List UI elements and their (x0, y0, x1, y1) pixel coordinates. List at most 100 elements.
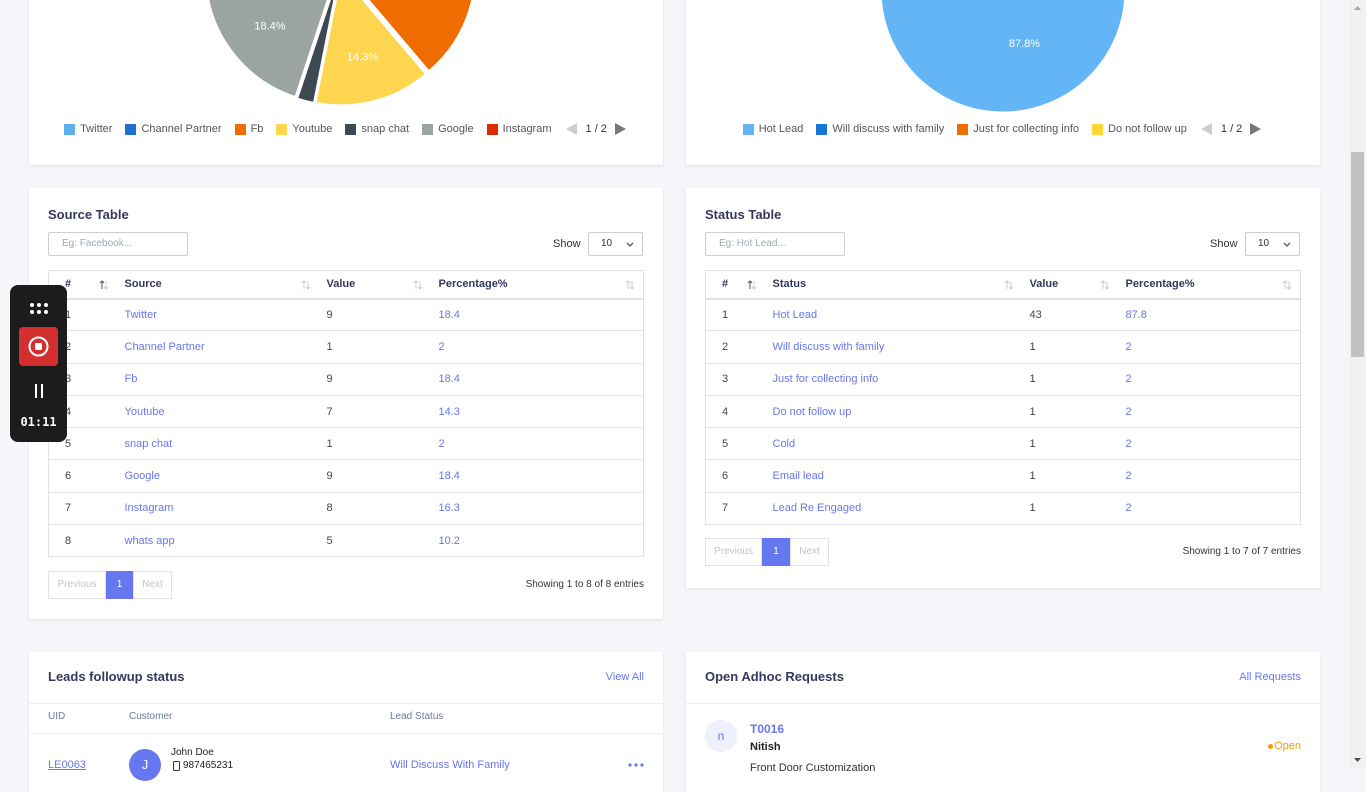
cell-link[interactable]: 87.8 (1125, 308, 1147, 321)
cell-link[interactable]: Lead Re Engaged (772, 502, 862, 515)
cell-link[interactable]: Twitter (124, 308, 157, 321)
cell-link[interactable]: 2 (438, 437, 445, 450)
legend-swatch (345, 123, 357, 135)
pagination-current[interactable]: 1 (762, 538, 790, 566)
legend-label: Do not follow up (1108, 123, 1187, 135)
legend-item[interactable]: Channel Partner (125, 123, 222, 135)
pie-slice[interactable] (207, 0, 336, 98)
cell-link[interactable]: 16.3 (438, 502, 460, 515)
table-cell: 2 (1117, 459, 1301, 493)
legend-item[interactable]: Fb (234, 123, 263, 135)
search-input[interactable]: Eg: Facebook... (48, 232, 188, 256)
legend-item[interactable]: Youtube (276, 123, 332, 135)
legend-prev[interactable] (1200, 123, 1214, 135)
scrollbar[interactable] (1349, 0, 1366, 768)
cell-text: 9 (326, 470, 333, 483)
cell-link[interactable]: snap chat (124, 437, 173, 450)
cell-link[interactable]: Fb (124, 373, 138, 386)
pie-slice[interactable] (880, 0, 1126, 113)
column-label: # (65, 278, 72, 291)
legend-swatch (957, 123, 969, 135)
menu-button[interactable] (30, 303, 48, 314)
table-cell: 9 (318, 362, 431, 396)
pie-slice[interactable] (297, 0, 339, 103)
cell-link[interactable]: whats app (124, 534, 175, 547)
legend-item[interactable]: Twitter (64, 123, 112, 135)
cell-link[interactable]: Channel Partner (124, 340, 205, 353)
sort-down (103, 281, 108, 290)
table-cell: 7 (705, 491, 765, 525)
lead-status[interactable]: Will Discuss With Family (390, 758, 510, 771)
table-cell: 14.3 (430, 394, 644, 428)
cell-link[interactable]: Just for collecting info (772, 373, 879, 386)
sort-up (99, 280, 104, 289)
legend-swatch (276, 123, 288, 135)
legend-item[interactable]: Hot Lead (742, 123, 803, 135)
cell-link[interactable]: Instagram (124, 502, 174, 515)
cell-link[interactable]: Hot Lead (772, 308, 818, 321)
cell-link[interactable]: 10.2 (438, 534, 460, 547)
sort-icon (747, 280, 756, 290)
pagination-current[interactable]: 1 (106, 571, 133, 599)
page-size-select[interactable]: 10 (588, 232, 643, 256)
cell-link[interactable]: Email lead (772, 470, 824, 483)
legend-swatch (816, 123, 828, 135)
column-header[interactable]: Status (764, 270, 1022, 300)
column-header[interactable]: Percentage% (1117, 270, 1301, 300)
pagination-previous[interactable]: Previous (705, 538, 762, 566)
cell-link[interactable]: 2 (1125, 340, 1132, 353)
legend-item[interactable]: Will discuss with family (816, 123, 944, 135)
column-header[interactable]: Source (116, 270, 319, 300)
legend-item[interactable]: Google (422, 123, 474, 135)
pagination-previous[interactable]: Previous (48, 571, 106, 599)
cell-link[interactable]: Cold (772, 437, 796, 450)
cell-link[interactable]: 18.4 (438, 308, 460, 321)
legend-swatch (125, 123, 137, 135)
pause-button[interactable] (35, 384, 43, 398)
cell-link[interactable]: 2 (1125, 470, 1132, 483)
legend-next[interactable] (614, 123, 628, 135)
legend-item[interactable]: snap chat (345, 123, 409, 135)
card-title: Open Adhoc Requests (705, 668, 844, 684)
cell-link[interactable]: 2 (1125, 437, 1132, 450)
phone-icon (173, 761, 180, 771)
table-row: 8 whats app 5 10.2 (48, 524, 644, 557)
request-id[interactable]: T0016 (750, 722, 785, 736)
cell-link[interactable]: 2 (1125, 373, 1132, 386)
legend-item[interactable]: Do not follow up (1092, 123, 1187, 135)
all-requests-link[interactable]: All Requests (1239, 670, 1301, 683)
sort-icon (1282, 280, 1292, 290)
cell-link[interactable]: 2 (438, 340, 445, 353)
cell-text: 1 (65, 308, 72, 321)
cell-link[interactable]: Will discuss with family (772, 340, 885, 353)
legend-next[interactable] (1249, 123, 1263, 135)
cell-link[interactable]: 18.4 (438, 470, 460, 483)
legend-item[interactable]: Instagram (486, 123, 552, 135)
row-menu[interactable] (628, 763, 644, 767)
cell-link[interactable]: 2 (1125, 405, 1132, 418)
pie-slice[interactable] (315, 0, 427, 106)
cell-link[interactable]: Google (124, 470, 160, 483)
table-cell: Hot Lead (764, 297, 1022, 331)
column-header[interactable]: Value (318, 270, 431, 300)
pie-slice[interactable] (345, 0, 475, 72)
lead-uid[interactable]: LE0063 (48, 758, 86, 771)
cell-link[interactable]: 14.3 (438, 405, 460, 418)
column-header[interactable]: # (705, 270, 765, 300)
cell-link[interactable]: Youtube (124, 405, 165, 418)
stop-button[interactable] (19, 327, 58, 366)
pagination-next[interactable]: Next (133, 571, 172, 599)
pagination-next[interactable]: Next (790, 538, 829, 566)
page-size-select[interactable]: 10 (1245, 232, 1300, 256)
search-input[interactable]: Eg: Hot Lead... (705, 232, 845, 256)
column-header[interactable]: Value (1021, 270, 1118, 300)
legend-prev[interactable] (565, 123, 579, 135)
view-all-link[interactable]: View All (605, 670, 644, 683)
cell-text: 8 (326, 502, 333, 515)
divider (29, 703, 663, 704)
column-header[interactable]: Percentage% (430, 270, 644, 300)
cell-link[interactable]: 18.4 (438, 373, 460, 386)
cell-link[interactable]: Do not follow up (772, 405, 852, 418)
cell-link[interactable]: 2 (1125, 502, 1132, 515)
legend-item[interactable]: Just for collecting info (957, 123, 1079, 135)
